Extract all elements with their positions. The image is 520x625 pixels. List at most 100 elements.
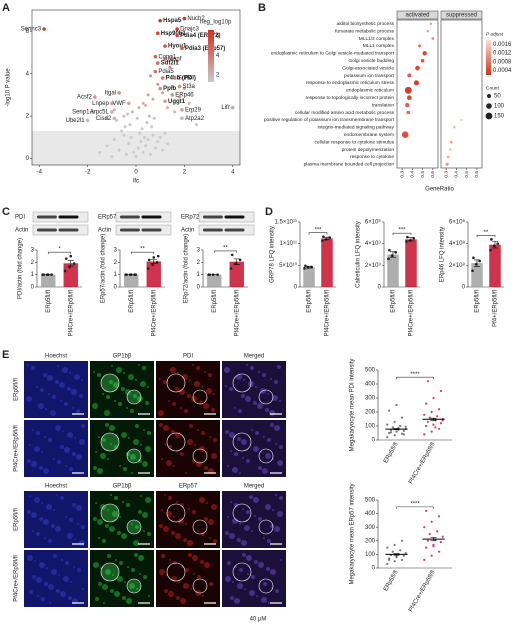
- micrograph-texture: [147, 532, 151, 536]
- micrograph-texture: [274, 380, 278, 384]
- gene-label: Ube2l1: [66, 118, 86, 124]
- y-tick-label: 300: [365, 396, 376, 402]
- micrograph-texture: [61, 559, 63, 561]
- gene-point: [149, 152, 153, 156]
- data-point: [400, 558, 404, 561]
- color-legend-bar: [486, 40, 491, 75]
- micrograph-texture: [204, 371, 206, 373]
- y-tick-label: 2×10⁸: [449, 262, 466, 269]
- y-axis-label: ERp46 LFQ intensity: [440, 227, 446, 282]
- micrograph-texture: [208, 373, 212, 377]
- labeled-gene-point: [158, 86, 162, 91]
- micrograph-texture: [65, 516, 67, 518]
- term-label: positive regulation of potassium ion tra…: [264, 117, 395, 123]
- term-label: MLL1 complex: [363, 43, 395, 49]
- blot-band: [119, 228, 140, 232]
- micrograph-texture: [69, 467, 73, 471]
- facet-frame: [440, 19, 483, 169]
- data-point: [402, 554, 405, 557]
- micrograph-texture: [102, 393, 104, 395]
- micrograph: [24, 361, 88, 418]
- micrograph-texture: [92, 403, 98, 409]
- gene-point: [151, 133, 155, 137]
- micrograph-texture: [197, 530, 199, 532]
- panel-letter: C: [2, 206, 10, 218]
- x-tick-label: Pf4Cre+/ERp5fl/fl: [68, 290, 74, 337]
- data-point: [404, 551, 407, 555]
- labeled-gene-point: [163, 99, 167, 104]
- bar: [41, 274, 56, 287]
- labeled-gene-point: [155, 31, 160, 36]
- micrograph-texture: [76, 409, 80, 413]
- y-tick-label: 0: [31, 285, 35, 291]
- micrograph-texture: [57, 365, 59, 367]
- data-point: [425, 546, 428, 549]
- micrograph-texture: [69, 518, 73, 522]
- micrograph-texture: [44, 582, 48, 586]
- micrograph-texture: [116, 367, 122, 373]
- micrograph-texture: [230, 596, 234, 600]
- micrograph-texture: [272, 509, 274, 511]
- micrograph-texture: [79, 439, 85, 445]
- gene-point: [110, 155, 114, 159]
- gene-point: [146, 138, 150, 142]
- column-header: GP1bβ: [113, 354, 132, 360]
- data-point: [393, 420, 396, 423]
- cell-outline: [166, 373, 186, 393]
- micrograph-texture: [31, 461, 37, 467]
- micrograph-texture: [168, 591, 174, 597]
- significance-bracket: [392, 232, 412, 236]
- micrograph-texture: [98, 582, 102, 586]
- micrograph-texture: [95, 451, 97, 453]
- term-dot: [429, 22, 433, 25]
- labeled-gene-point: [180, 107, 184, 112]
- micrograph-texture: [173, 465, 175, 467]
- micrograph-texture: [258, 371, 260, 373]
- cell-outline: [258, 578, 274, 594]
- micrograph-texture: [277, 365, 281, 369]
- micrograph-texture: [203, 403, 209, 409]
- micrograph-texture: [266, 567, 270, 571]
- micrograph-texture: [143, 575, 147, 579]
- gene-label: Dnajc3: [180, 27, 199, 33]
- data-point: [496, 242, 500, 245]
- micrograph-texture: [250, 366, 254, 370]
- column-header: Merged: [244, 484, 264, 490]
- micrograph-texture: [242, 553, 246, 557]
- data-point: [69, 254, 73, 258]
- micrograph: [90, 491, 154, 548]
- micrograph-texture: [109, 380, 113, 384]
- cell-outline: [258, 389, 274, 405]
- micrograph-texture: [211, 504, 217, 510]
- gene-label: Pdia3 (ERp57): [185, 46, 225, 52]
- term-label: cellular modified amino acid metabolic p…: [295, 110, 395, 116]
- micrograph-texture: [74, 374, 80, 380]
- term-dot: [401, 131, 409, 139]
- micrograph-texture: [263, 582, 267, 586]
- micrograph-texture: [102, 539, 106, 543]
- micrograph-texture: [46, 504, 52, 510]
- data-point: [72, 262, 76, 265]
- row-label: Pf4Cre+/ERp5fl/fl: [14, 555, 20, 602]
- data-point: [471, 269, 474, 273]
- significance-bracket: [130, 251, 155, 255]
- micrograph-texture: [275, 589, 279, 593]
- micrograph-texture: [41, 502, 43, 504]
- micrograph-texture: [192, 459, 196, 463]
- gene-point: [134, 155, 138, 159]
- micrograph-texture: [147, 386, 149, 388]
- micrograph-texture: [180, 407, 182, 409]
- micrograph-texture: [242, 457, 244, 459]
- micrograph-texture: [48, 584, 54, 590]
- micrograph-texture: [48, 539, 52, 543]
- cell-outline: [100, 373, 120, 393]
- labeled-gene-point: [158, 18, 162, 23]
- gene-point: [144, 144, 148, 148]
- data-point: [423, 433, 426, 436]
- x-tick-label: Pf4Cre+/ERp5fl/fl: [409, 290, 415, 337]
- term-dot: [418, 44, 422, 48]
- x-tick-label: -2: [85, 170, 91, 176]
- micrograph-texture: [260, 388, 266, 394]
- labeled-gene-point: [230, 105, 235, 110]
- micrograph-texture: [237, 437, 241, 441]
